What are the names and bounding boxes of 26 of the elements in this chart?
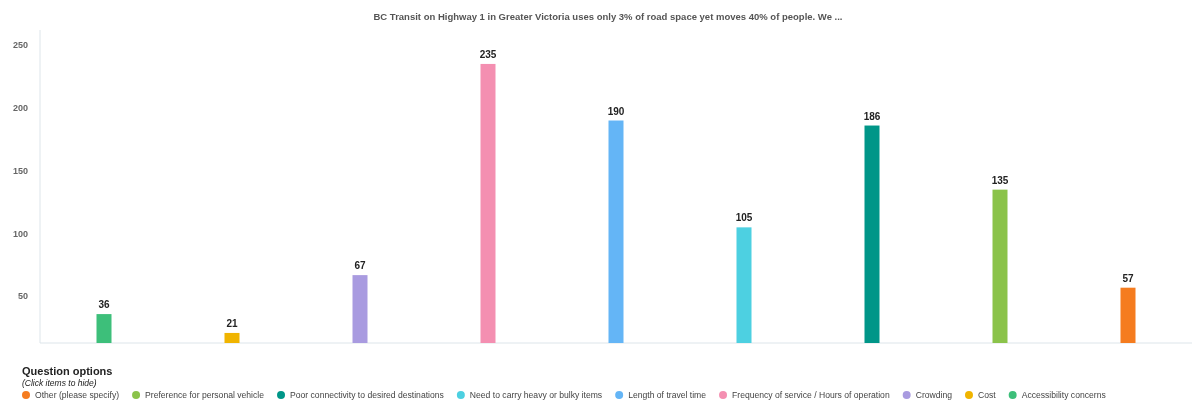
- legend-label: Frequency of service / Hours of operation: [732, 390, 890, 400]
- y-tick-label: 150: [12, 165, 28, 176]
- legend-label: Other (please specify): [35, 390, 120, 400]
- legend-label: Poor connectivity to desired destinations: [290, 390, 444, 400]
- data-label: 21: [226, 317, 238, 329]
- data-label: 235: [479, 48, 497, 60]
- chart-title: BC Transit on Highway 1 in Greater Victoria uses only 3% of road space yet moves 40% of people. We ...: [373, 11, 843, 22]
- legend-title: Question options: [22, 365, 113, 377]
- y-tick-label: 200: [12, 102, 28, 113]
- data-label: 190: [607, 105, 625, 117]
- legend-label: Crowding: [915, 390, 953, 400]
- legend-label: Cost: [977, 390, 997, 400]
- data-label: 36: [98, 299, 110, 311]
- data-label: 57: [1122, 272, 1134, 284]
- y-tick-label: 50: [17, 291, 28, 302]
- y-tick-label: 100: [12, 228, 28, 239]
- data-label: 186: [863, 110, 881, 122]
- data-label: 105: [735, 212, 753, 224]
- text: (Click items to hide): [22, 378, 97, 388]
- y-tick-label: 250: [12, 40, 28, 51]
- legend-label: Length of travel time: [628, 390, 707, 400]
- legend-label: Accessibility concerns: [1021, 390, 1106, 400]
- legend-label: Preference for personal vehicle: [145, 390, 265, 400]
- legend-label: Need to carry heavy or bulky items: [469, 390, 603, 400]
- data-label: 67: [354, 260, 366, 272]
- data-label: 135: [991, 174, 1009, 186]
